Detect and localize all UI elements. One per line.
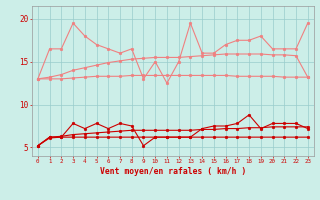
X-axis label: Vent moyen/en rafales ( km/h ): Vent moyen/en rafales ( km/h ) [100, 167, 246, 176]
